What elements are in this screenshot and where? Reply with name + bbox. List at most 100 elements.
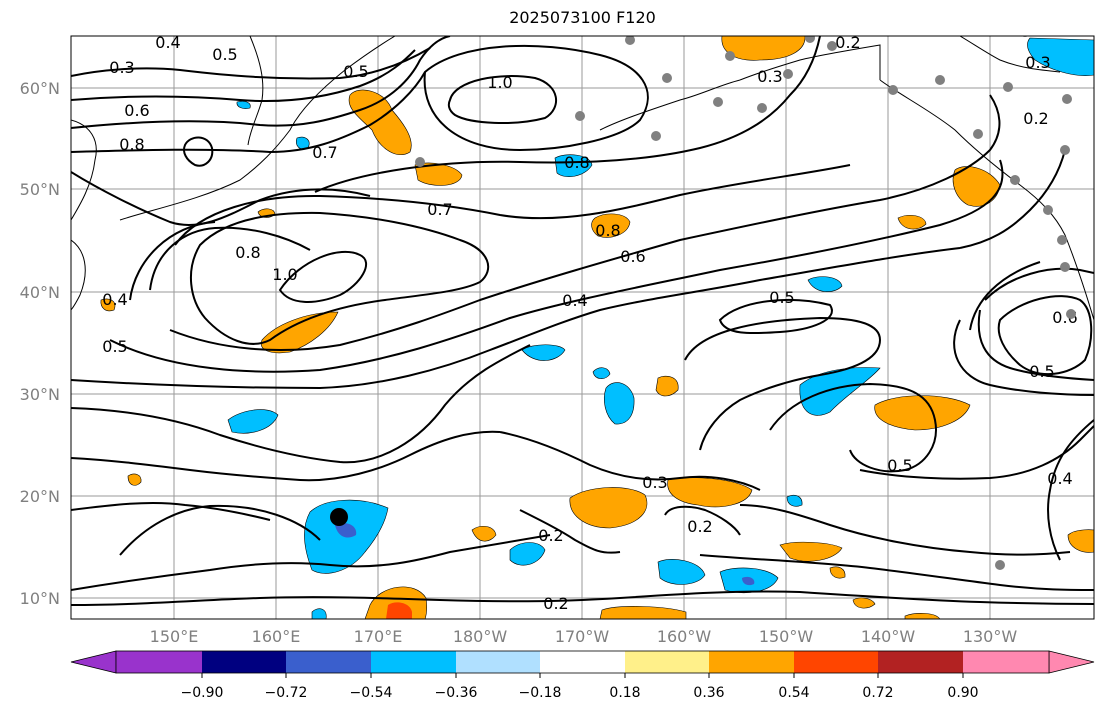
colorbar-outline <box>115 650 1050 674</box>
lat-label: 20°N <box>20 487 60 506</box>
colorbar-tick-label: −0.54 <box>350 685 393 701</box>
anomaly-negative <box>592 367 611 379</box>
contour-label: 0.3 <box>757 67 782 86</box>
contour-label: 0.5 <box>769 288 794 307</box>
contour-label: 0.8 <box>235 243 260 262</box>
station-dot <box>1062 94 1072 104</box>
anomaly-negative <box>799 367 881 416</box>
contour-label-group: 0.3 0.4 0.5 0.5 0.6 0.8 1.0 0.7 0.8 0.3 … <box>102 33 1077 613</box>
station-dot <box>995 560 1005 570</box>
anomaly-positive <box>779 541 843 562</box>
anomaly-negative <box>1027 37 1094 76</box>
contour-label: 0.3 <box>1025 53 1050 72</box>
colorbar: −0.90 −0.72 −0.54 −0.36 −0.18 0.18 0.36 … <box>70 650 1095 701</box>
anomaly-positive <box>874 395 971 431</box>
anomaly-positive <box>599 606 687 619</box>
station-dot <box>713 97 723 107</box>
anomaly-negative <box>509 542 546 566</box>
anomaly-positive <box>667 477 753 508</box>
colorbar-segment <box>371 651 456 673</box>
station-dot <box>662 73 672 83</box>
lon-label: 170°E <box>354 627 403 646</box>
station-dot <box>575 111 585 121</box>
anomaly-positive <box>591 213 631 238</box>
longitude-labels: 150°E 160°E 170°E 180°W 170°W 160°W 150°… <box>150 627 1018 646</box>
colorbar-segment <box>540 651 625 673</box>
contour-label: 0.2 <box>1023 109 1048 128</box>
lon-label: 180°W <box>453 627 508 646</box>
contour-label: 0.2 <box>543 594 568 613</box>
anomaly-negative <box>807 276 843 292</box>
contour-label: 0.5 <box>343 62 368 81</box>
anomaly-positive <box>127 473 142 486</box>
colorbar-segment <box>625 651 709 673</box>
contour-label: 0.2 <box>538 526 563 545</box>
colorbar-tick-label: 0.90 <box>947 685 978 701</box>
colorbar-tick-label: 0.36 <box>693 685 724 701</box>
anomaly-positive <box>829 566 846 579</box>
contour-label: 1.0 <box>272 265 297 284</box>
station-dot <box>827 41 837 51</box>
anomaly-positive <box>348 89 412 156</box>
lat-label: 50°N <box>20 180 60 199</box>
station-dot <box>888 85 898 95</box>
station-dot <box>725 51 735 61</box>
station-dot <box>1043 205 1053 215</box>
anomaly-negative <box>604 382 635 425</box>
contour-label: 0.5 <box>212 45 237 64</box>
colorbar-segment <box>456 651 540 673</box>
anomaly-positive <box>414 162 463 186</box>
colorbar-segment <box>878 651 963 673</box>
map-frame <box>70 35 1095 620</box>
colorbar-tick-label: −0.72 <box>265 685 308 701</box>
colorbar-segment <box>963 651 1049 673</box>
contour-label: 0.7 <box>312 143 337 162</box>
station-dot <box>415 157 425 167</box>
anomaly-positive <box>897 215 927 230</box>
contour-label: 0.8 <box>564 153 589 172</box>
contour-label: 0.4 <box>562 291 587 310</box>
anomaly-positive <box>721 36 806 61</box>
anomaly-negative <box>786 494 803 507</box>
colorbar-tick-label: 0.54 <box>778 685 809 701</box>
station-dot <box>625 36 635 45</box>
anomaly-positive <box>1067 529 1094 553</box>
anomaly-positive <box>655 375 679 397</box>
contour-label: 0.6 <box>124 101 149 120</box>
station-dot <box>783 69 793 79</box>
contour-label: 0.6 <box>620 247 645 266</box>
station-dot <box>935 75 945 85</box>
contour-lines <box>71 36 1094 606</box>
coastlines <box>71 36 1094 321</box>
contour-label: 0.8 <box>119 135 144 154</box>
colorbar-tick-label: −0.90 <box>181 685 224 701</box>
station-dot <box>1060 145 1070 155</box>
colorbar-tick-label: 0.72 <box>862 685 893 701</box>
anomaly-negative <box>521 344 566 361</box>
contour-label: 0.2 <box>835 33 860 52</box>
anomaly-positive <box>471 526 497 542</box>
lon-label: 160°W <box>657 627 712 646</box>
latitude-labels: 60°N 50°N 40°N 30°N 20°N 10°N <box>20 79 60 608</box>
colorbar-tick-label: −0.36 <box>435 685 478 701</box>
lon-label: 150°E <box>150 627 199 646</box>
map-panel: 0.3 0.4 0.5 0.5 0.6 0.8 1.0 0.7 0.8 0.3 … <box>71 33 1094 619</box>
lon-label: 150°W <box>759 627 814 646</box>
storm-center-dot <box>330 508 348 526</box>
colorbar-tick-labels: −0.90 −0.72 −0.54 −0.36 −0.18 0.18 0.36 … <box>181 685 979 701</box>
lat-label: 30°N <box>20 385 60 404</box>
colorbar-segment <box>202 651 286 673</box>
contour-label: 0.7 <box>427 200 452 219</box>
anomaly-positive <box>260 311 339 354</box>
anomaly-negative <box>554 154 593 178</box>
anomaly-strong-negative <box>335 523 357 538</box>
colorbar-tick-label: 0.18 <box>609 685 640 701</box>
station-dot <box>1066 309 1076 319</box>
contour-label: 0.5 <box>1029 362 1054 381</box>
anomaly-negative <box>227 409 279 434</box>
station-markers <box>415 36 1076 570</box>
station-dot <box>805 36 815 43</box>
contour-label: 0.4 <box>1047 469 1072 488</box>
anomaly-strong-negative <box>742 576 755 586</box>
station-dot <box>1010 175 1020 185</box>
